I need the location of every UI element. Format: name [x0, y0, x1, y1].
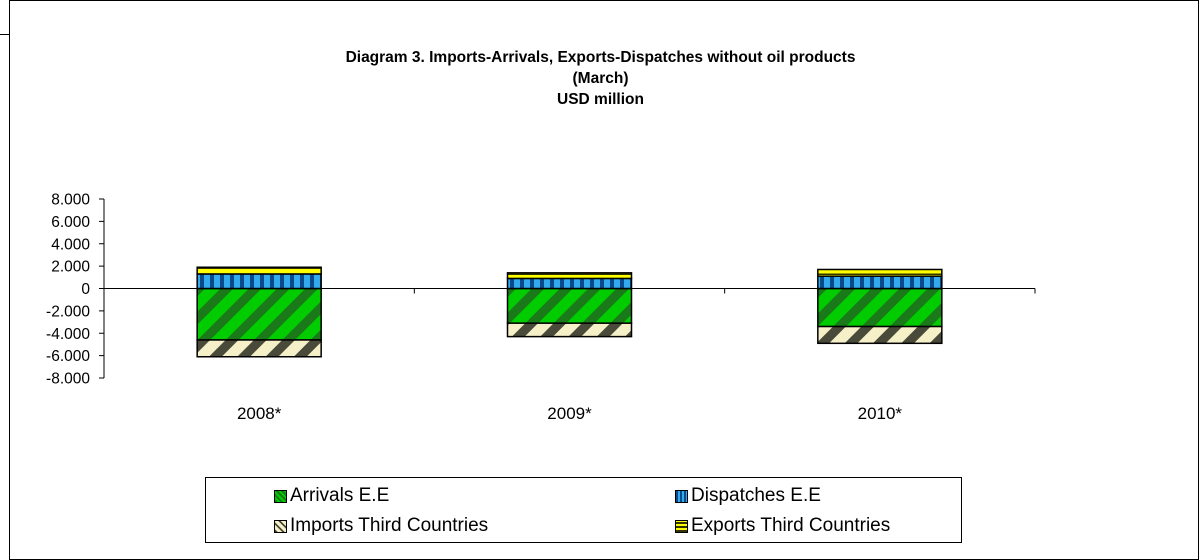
y-tick-label: 0: [81, 281, 90, 298]
legend-item-exports: Exports Third Countries: [675, 515, 890, 537]
bar-dispatches-2008: [196, 273, 322, 290]
bar-dispatches-2010: [817, 275, 943, 290]
legend-label-dispatches: Dispatches E.E: [691, 485, 821, 506]
y-tick-label: 8.000: [51, 192, 90, 209]
x-tick-label: 2008*: [237, 404, 282, 423]
bar-imports-2010: [817, 325, 943, 345]
chart-unit: USD million: [557, 91, 644, 108]
y-tick-label: 6.000: [51, 214, 90, 231]
chart-labels: 8.000 6.000 4.000 2.000 0 -2.000 -4.000 -6.000 -…: [46, 192, 902, 424]
chart-legend: Arrivals E.E Dispatches E.E Imports Thir…: [205, 477, 962, 543]
bar-arrivals-2009: [506, 287, 633, 324]
chart-plot-area: 8.000 6.000 4.000 2.000 0 -2.000 -4.000 -6.000 -…: [46, 192, 1036, 424]
legend-item-arrivals: Arrivals E.E: [274, 485, 389, 507]
bar-imports-2008: [196, 339, 322, 358]
y-tick-label: -4.000: [46, 326, 90, 343]
bar-arrivals-2010: [817, 287, 943, 328]
frame-corner-mark: [0, 34, 10, 35]
bar-imports-2009: [506, 322, 633, 338]
chart-title: Diagram 3. Imports-Arrivals, Exports-Dis…: [345, 49, 856, 66]
legend-label-imports: Imports Third Countries: [290, 515, 489, 536]
x-tick-label: 2010*: [858, 404, 903, 423]
chart-subtitle: (March): [572, 70, 629, 87]
legend-swatch-arrivals: [274, 489, 287, 503]
legend-label-exports: Exports Third Countries: [691, 515, 891, 536]
y-tick-label: 4.000: [51, 236, 90, 253]
x-tick-label: 2009*: [547, 404, 592, 423]
legend-label-arrivals: Arrivals E.E: [290, 485, 390, 506]
legend-item-dispatches: Dispatches E.E: [675, 485, 821, 507]
legend-swatch-imports: [274, 519, 287, 533]
y-tick-label: -2.000: [46, 303, 90, 320]
bar-exports-2010: [817, 268, 943, 277]
y-tick-label: 2.000: [51, 259, 90, 276]
chart-bars: [104, 266, 1035, 358]
chart-title-block: Diagram 3. Imports-Arrivals, Exports-Dis…: [0, 47, 1201, 110]
bar-exports-2008: [196, 266, 322, 275]
y-tick-label: -8.000: [46, 371, 90, 388]
legend-swatch-exports: [675, 519, 688, 533]
legend-item-imports: Imports Third Countries: [274, 515, 488, 537]
bar-arrivals-2008: [196, 287, 322, 341]
y-tick-label: -6.000: [46, 348, 90, 365]
legend-swatch-dispatches: [675, 489, 688, 503]
bar-exports-2009: [506, 272, 633, 280]
bar-dispatches-2009: [506, 277, 633, 290]
